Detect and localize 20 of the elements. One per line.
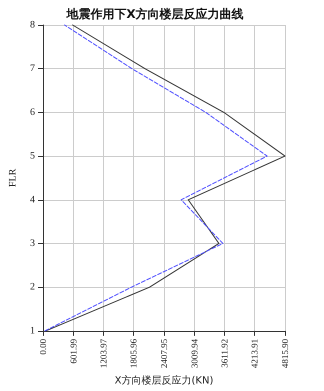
y-axis-title: FLR [8, 168, 18, 188]
x-tick-label: 3611.92 [220, 338, 230, 368]
x-tick-label: 0.00 [38, 338, 48, 355]
x-tick-label: 4213.91 [250, 338, 260, 368]
x-tick-label: 2407.95 [159, 338, 169, 368]
x-tick-label: 1203.97 [98, 338, 108, 368]
y-tick-label: 8 [30, 20, 35, 30]
x-tick-label: 3009.94 [189, 338, 200, 368]
y-tick-label: 2 [30, 282, 35, 293]
x-tick-label: 1805.96 [128, 338, 139, 368]
chart-title: 地震作用下X方向楼层反应力曲线 [65, 7, 244, 21]
x-axis-title: X方向楼层反应力(KN) [114, 374, 214, 386]
y-tick-label: 3 [30, 238, 35, 249]
x-tick-label: 4815.90 [280, 338, 290, 368]
y-tick-label: 7 [30, 63, 35, 74]
y-tick-label: 6 [30, 106, 35, 118]
y-tick-label: 1 [30, 325, 35, 336]
y-tick-label: 4 [30, 194, 35, 206]
x-tick-label: 601.99 [68, 338, 78, 364]
y-tick-label: 5 [30, 150, 35, 162]
